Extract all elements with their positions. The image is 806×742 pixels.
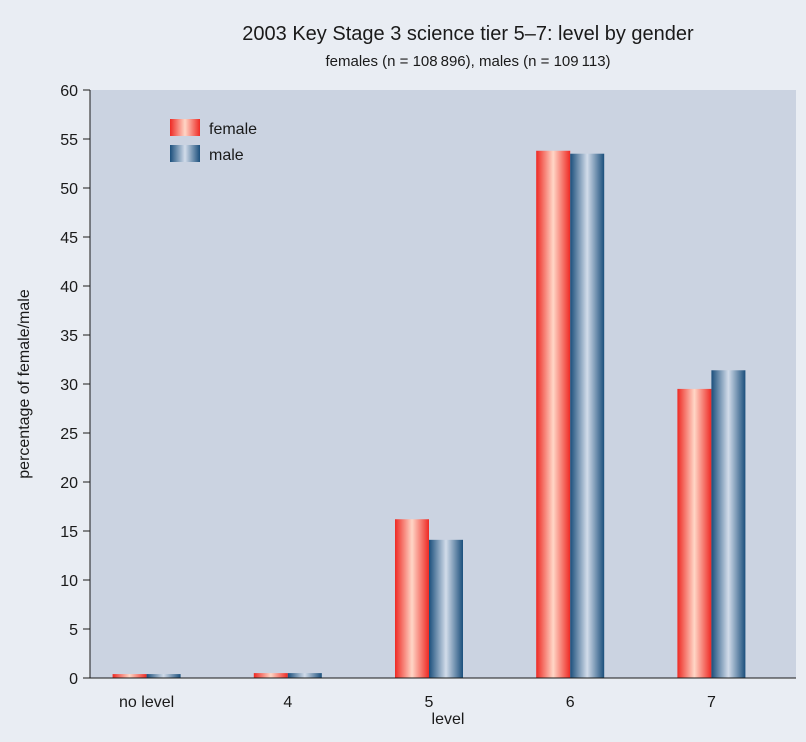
bars bbox=[112, 150, 746, 678]
y-tick-label: 25 bbox=[60, 426, 78, 443]
legend-label-male: male bbox=[209, 147, 244, 164]
x-tick-label: 5 bbox=[425, 694, 434, 711]
legend-label-female: female bbox=[209, 121, 257, 138]
y-tick-label: 5 bbox=[69, 622, 78, 639]
bar-male bbox=[429, 539, 463, 678]
chart-title: 2003 Key Stage 3 science tier 5–7: level… bbox=[242, 23, 694, 45]
x-tick-label: 7 bbox=[707, 694, 716, 711]
bar-male bbox=[146, 674, 181, 678]
bar-female bbox=[395, 519, 429, 678]
y-axis-ticks: 0 5 10 15 20 25 30 35 40 45 50 55 60 bbox=[60, 83, 90, 688]
x-axis-ticks: no level 4 5 6 7 bbox=[119, 694, 716, 711]
legend-swatch-male bbox=[170, 145, 200, 162]
x-axis-label: level bbox=[432, 711, 465, 728]
y-tick-label: 40 bbox=[60, 279, 78, 296]
y-tick-label: 15 bbox=[60, 524, 78, 541]
bar-female bbox=[253, 673, 288, 678]
bar-female bbox=[112, 674, 147, 678]
y-tick-label: 10 bbox=[60, 573, 78, 590]
bar-male bbox=[287, 673, 322, 678]
y-tick-label: 60 bbox=[60, 83, 78, 100]
x-tick-label: 4 bbox=[283, 694, 292, 711]
x-tick-label: 6 bbox=[566, 694, 575, 711]
y-tick-label: 20 bbox=[60, 475, 78, 492]
y-tick-label: 35 bbox=[60, 328, 78, 345]
y-tick-label: 55 bbox=[60, 132, 78, 149]
bar-female bbox=[536, 150, 571, 678]
x-tick-label: no level bbox=[119, 694, 174, 711]
bar-female bbox=[677, 388, 712, 678]
legend: female male bbox=[170, 119, 257, 164]
chart-subtitle: females (n = 108 896), males (n = 109 11… bbox=[325, 53, 610, 70]
y-axis-label: percentage of female/male bbox=[16, 289, 33, 479]
y-tick-label: 30 bbox=[60, 377, 78, 394]
bar-male bbox=[570, 153, 605, 678]
legend-swatch-female bbox=[170, 119, 200, 136]
y-tick-label: 50 bbox=[60, 181, 78, 198]
y-tick-label: 45 bbox=[60, 230, 78, 247]
y-tick-label: 0 bbox=[69, 671, 78, 688]
bar-male bbox=[711, 370, 746, 678]
